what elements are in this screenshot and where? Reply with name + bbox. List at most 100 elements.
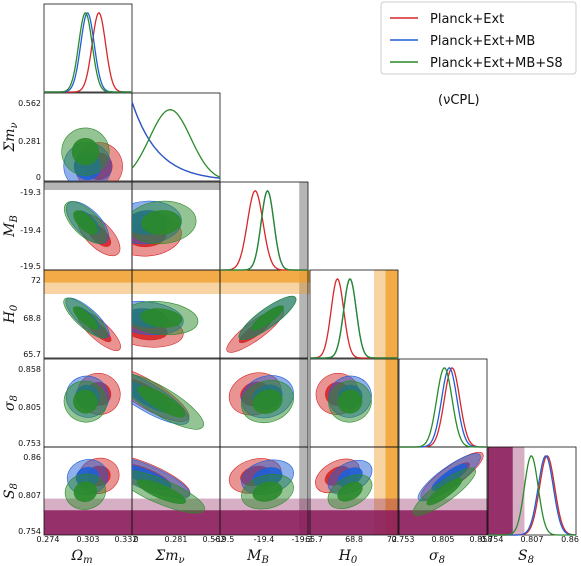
marginal-planck_ext_mb_s8 [220,189,308,271]
contour-group [63,372,121,423]
contour-planck_ext_mb_s8-level-2 [337,389,363,414]
marginal-planck_ext_mb_s8 [131,109,221,178]
y-axis-label: Σmν [2,122,20,152]
contour-group [63,201,121,257]
x-tick-label: -19.5 [214,535,235,544]
contour-planck_ext_mb_s8-level-2 [73,389,98,414]
x-axis-label: Σmν [154,548,184,566]
contour-planck_ext_mb_s8-level-2 [73,481,98,502]
band-s8-vertical-inner [488,447,513,535]
contour-group [132,301,199,348]
y-tick-label: 0.858 [18,365,41,374]
legend-box [380,1,577,75]
contour-group [228,372,294,424]
contour-planck_ext_mb_s8-level-2 [252,481,283,502]
x-tick-label: 0.303 [77,535,100,544]
y-tick-label: 0.86 [23,453,41,462]
y-tick-label: 0.807 [18,491,41,500]
contour-group [132,365,204,430]
contour-group [63,297,121,351]
contour-group [226,295,297,353]
x-tick-label: 72 [387,535,397,544]
x-tick-label: -19.3 [292,535,313,544]
contour-group [315,372,372,423]
legend-label-planck-ext: Planck+Ext [430,12,504,27]
contour-planck_ext_mb_s8-level-2 [141,210,182,235]
contour-planck_ext_mb_s8-level-2 [73,210,98,235]
x-tick-label: 0.332 [115,535,138,544]
x-tick-label: 0.281 [165,535,188,544]
y-tick-label: 0.753 [18,439,41,448]
diag-panel-frame [131,92,221,182]
contour-planck_ext_mb_s8-level-2 [426,478,463,506]
x-tick-label: 0.754 [481,535,504,544]
model-annotation: (νCPL) [438,93,480,108]
y-tick-label: 68.8 [23,314,41,323]
y-axis-label: S8 [2,483,20,499]
contour-planck_ext_mb_s8-level-2 [337,481,363,502]
marginal-planck_ext_mb_s8 [310,278,398,359]
contour-planck_ext_mb_s8-level-2 [137,385,186,418]
x-tick-label: 0.858 [470,535,493,544]
y-axis-label: MB [2,215,20,238]
contour-planck_ext_mb_s8-level-2 [72,306,98,330]
legend-label-planck-ext-mb: Planck+Ext+MB [430,34,535,49]
y-tick-label: 0.562 [18,99,41,108]
x-axis-label: Ωm [70,548,92,566]
contour-group [412,451,484,516]
marginal-planck_ext_mb [131,101,221,179]
band-h0-horizontal-inner [44,270,310,283]
panels-layer [43,3,577,536]
diag-panel-frame [219,181,309,271]
x-axis-label: MB [246,548,269,566]
band-h0-vertical-inner [385,270,398,535]
y-axis-label: σ8 [2,395,20,411]
y-tick-label: 0 [36,173,41,182]
x-tick-label: 0.562 [203,535,226,544]
x-tick-label: 68.8 [345,535,363,544]
x-tick-label: 65.7 [305,535,323,544]
contour-planck_ext_mb_s8-level-2 [140,308,183,328]
y-tick-label: 65.7 [23,350,41,359]
contour-group [64,457,120,510]
diag-panel-frame [309,269,399,359]
y-tick-label: -19.5 [20,262,41,271]
panel-frame [309,446,399,536]
contour-planck_ext_mb_s8-level-2 [251,305,284,331]
y-tick-label: 72 [31,276,41,285]
contour-group [132,454,205,514]
marginal-planck_ext_mb_s8 [44,12,132,93]
x-tick-label: 0.274 [37,535,60,544]
x-axis-label: S8 [518,548,534,566]
y-tick-label: 0.805 [18,403,41,412]
x-tick-label: 0.753 [392,535,415,544]
y-tick-label: -19.3 [20,188,41,197]
contour-planck_ext_mb_s8-level-2 [71,138,100,166]
x-tick-label: 0 [133,535,138,544]
x-tick-label: -19.4 [254,535,275,544]
diag-panel-frame [487,446,577,536]
band-mb-vertical [299,182,308,535]
x-tick-label: 0.807 [521,535,544,544]
x-tick-label: 0.86 [561,535,579,544]
contour-planck_ext_mb_s8-level-2 [252,389,283,414]
legend-label-planck-ext-mb-s8: Planck+Ext+MB+S8 [430,56,563,71]
marginal-planck_ext [399,367,487,448]
marginal-planck_ext_mb [44,12,132,93]
contour-group [132,200,197,257]
marginal-planck_ext_mb_s8 [399,367,487,448]
contour-planck_ext_mb_s8-level-2 [136,479,186,504]
y-tick-label: 0.754 [18,527,41,536]
contour-group [228,458,294,510]
contour-group [61,127,123,181]
contour-group [315,458,373,509]
y-axis-label: H0 [2,304,20,324]
diag-panel-frame [43,3,133,93]
y-tick-label: 0.281 [18,137,41,146]
y-tick-label: -19.4 [20,226,41,235]
panel-frame [219,446,309,536]
marginal-planck_ext_mb_s8 [488,455,576,536]
diag-panel-frame [398,358,488,448]
x-axis-label: σ8 [429,548,445,566]
marginal-planck_ext [44,11,132,93]
